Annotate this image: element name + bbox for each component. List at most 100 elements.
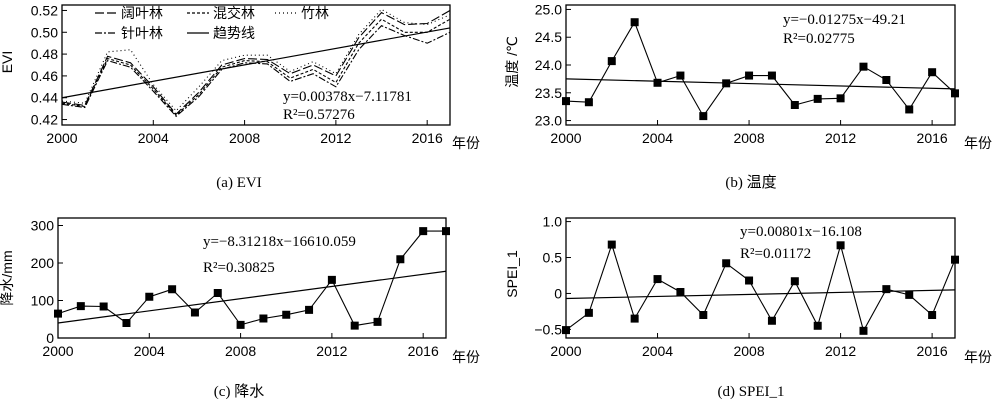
y-axis-label: EVI bbox=[0, 51, 15, 74]
y-axis-label: SPEI_1 bbox=[504, 250, 520, 298]
data-point bbox=[145, 292, 154, 301]
x-tick-label: 2004 bbox=[642, 130, 673, 146]
data-point bbox=[767, 71, 776, 80]
data-point bbox=[350, 321, 359, 330]
panel-spei: SPEI_1 年份 (d) SPEI_1 y=0.00801x−16.108 R… bbox=[504, 214, 992, 400]
x-tick-label: 2012 bbox=[825, 130, 856, 146]
trend-equation: y=0.00378x−7.11781 bbox=[283, 89, 412, 105]
x-tick-label: 2004 bbox=[138, 130, 169, 146]
x-tick-label: 2000 bbox=[550, 343, 581, 359]
x-tick-label: 2016 bbox=[412, 130, 443, 146]
y-tick-label: 0 bbox=[46, 330, 54, 346]
data-point bbox=[882, 76, 891, 84]
data-point bbox=[584, 98, 593, 107]
data-point bbox=[373, 317, 382, 326]
legend-label: 阔叶林 bbox=[121, 5, 163, 21]
r-squared: R²=0.30825 bbox=[203, 260, 275, 276]
x-axis-label: 年份 bbox=[964, 135, 992, 151]
data-point bbox=[607, 57, 616, 66]
x-axis-label: 年份 bbox=[964, 349, 992, 365]
data-point bbox=[790, 101, 799, 109]
y-tick-label: 25.0 bbox=[535, 1, 562, 17]
data-point bbox=[236, 320, 245, 329]
panel-caption: (b) 温度 bbox=[725, 174, 776, 191]
panel-caption: (a) EVI bbox=[216, 175, 261, 191]
data-point bbox=[327, 275, 336, 284]
data-point bbox=[905, 105, 914, 114]
data-point bbox=[676, 71, 685, 80]
data-point bbox=[676, 288, 685, 297]
y-tick-label: 200 bbox=[31, 255, 55, 271]
x-tick-label: 2012 bbox=[316, 343, 347, 359]
x-tick-label: 2016 bbox=[917, 130, 948, 146]
y-tick-label: −0.5 bbox=[534, 321, 562, 337]
x-tick-label: 2012 bbox=[825, 343, 856, 359]
panel-temperature: 温度 /℃ 年份 (b) 温度 y=−0.01275x−49.21 R²=0.0… bbox=[504, 1, 992, 191]
plot-frame bbox=[57, 217, 447, 339]
x-tick-label: 2012 bbox=[320, 130, 351, 146]
data-point bbox=[905, 290, 914, 299]
series-line-阔叶林 bbox=[61, 10, 451, 115]
legend-label: 趋势线 bbox=[213, 25, 255, 41]
data-point bbox=[859, 62, 868, 71]
data-point bbox=[259, 314, 268, 323]
y-tick-label: 23.0 bbox=[535, 113, 562, 129]
x-tick-label: 2008 bbox=[225, 343, 256, 359]
data-point bbox=[653, 275, 662, 284]
data-point bbox=[882, 285, 891, 294]
data-point bbox=[562, 97, 570, 106]
trend-equation: y=−8.31218x−16610.059 bbox=[203, 234, 356, 250]
panel-caption: (d) SPEI_1 bbox=[717, 384, 784, 400]
data-point bbox=[928, 68, 937, 77]
data-point bbox=[76, 302, 85, 311]
y-tick-label: 0.46 bbox=[31, 68, 58, 84]
y-axis-label: 温度 /℃ bbox=[504, 36, 520, 88]
data-point bbox=[190, 308, 199, 317]
y-tick-label: 0.48 bbox=[31, 46, 58, 62]
y-tick-label: 0.44 bbox=[31, 90, 58, 106]
r-squared: R²=0.57276 bbox=[283, 107, 355, 123]
plot-frame bbox=[61, 4, 451, 126]
data-point bbox=[122, 319, 131, 327]
x-tick-label: 2016 bbox=[917, 343, 948, 359]
data-point bbox=[305, 305, 314, 314]
data-point bbox=[442, 227, 450, 236]
y-tick-label: 300 bbox=[31, 218, 55, 234]
trend-line bbox=[565, 78, 956, 90]
data-point bbox=[813, 94, 822, 103]
data-point bbox=[54, 309, 62, 318]
y-tick-label: 24.5 bbox=[535, 29, 562, 45]
y-tick-label: 0.52 bbox=[31, 2, 58, 18]
x-tick-label: 2000 bbox=[550, 130, 581, 146]
x-axis-label: 年份 bbox=[452, 349, 480, 365]
legend-label: 混交林 bbox=[213, 5, 255, 21]
data-point bbox=[396, 255, 405, 264]
r-squared: R²=0.02775 bbox=[783, 31, 855, 47]
x-tick-label: 2004 bbox=[642, 343, 673, 359]
trend-equation: y=0.00801x−16.108 bbox=[740, 224, 862, 240]
x-tick-label: 2000 bbox=[42, 343, 73, 359]
data-point bbox=[584, 308, 593, 317]
y-tick-label: 0.5 bbox=[543, 250, 563, 266]
legend-label: 竹林 bbox=[301, 5, 329, 21]
data-point bbox=[836, 94, 845, 103]
series-line bbox=[565, 20, 956, 118]
panel-caption: (c) 降水 bbox=[214, 383, 264, 400]
data-point bbox=[722, 79, 731, 88]
y-axis-label: 降水/mm bbox=[0, 250, 15, 305]
data-point bbox=[928, 311, 937, 320]
data-point bbox=[699, 112, 708, 121]
data-point bbox=[213, 289, 222, 297]
x-tick-label: 2008 bbox=[229, 130, 260, 146]
data-point bbox=[630, 18, 639, 27]
y-tick-label: 23.5 bbox=[535, 85, 562, 101]
y-tick-label: 0 bbox=[554, 285, 562, 301]
data-point bbox=[282, 310, 291, 319]
data-point bbox=[562, 326, 570, 335]
series-line-混交林 bbox=[61, 18, 451, 116]
data-point bbox=[951, 89, 959, 98]
x-tick-label: 2004 bbox=[134, 343, 165, 359]
data-point bbox=[767, 316, 776, 325]
x-tick-label: 2016 bbox=[408, 343, 439, 359]
